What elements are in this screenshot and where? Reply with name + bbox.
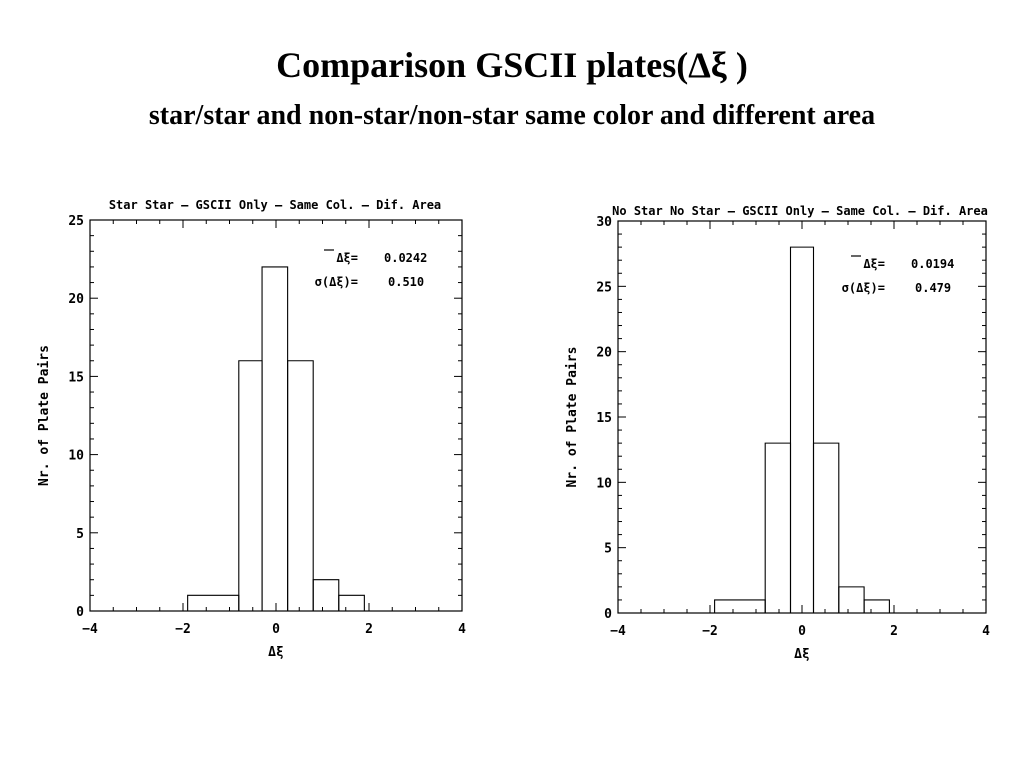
slide-subtitle: star/star and non-star/non-star same col…	[148, 100, 876, 131]
y-tick-label: 25	[68, 214, 84, 229]
y-tick-label: 30	[596, 215, 612, 230]
y-tick-label: 0	[76, 605, 84, 620]
x-tick-label: 4	[458, 622, 466, 637]
y-tick-label: 15	[596, 411, 612, 426]
x-axis-label: Δξ	[268, 645, 284, 660]
plot-frame	[617, 220, 987, 614]
stat-value: 0.0242	[384, 251, 427, 265]
y-tick-label: 5	[604, 542, 612, 557]
chart-title: Star Star – GSCII Only – Same Col. – Dif…	[109, 198, 441, 212]
y-tick-label: 10	[68, 449, 84, 464]
stat-value: 0.510	[388, 275, 424, 289]
y-tick-label: 5	[76, 527, 84, 542]
x-tick-label: −4	[610, 624, 626, 639]
histogram-bar	[812, 442, 840, 613]
y-axis-label: Nr. of Plate Pairs	[565, 347, 580, 488]
histogram-bar	[863, 599, 890, 613]
y-tick-label: 15	[68, 370, 84, 385]
y-tick-label: 20	[596, 346, 612, 361]
y-axis-label: Nr. of Plate Pairs	[37, 345, 52, 486]
x-tick-label: 0	[798, 624, 806, 639]
stat-label: σ(Δξ)=	[315, 275, 358, 289]
x-tick-label: 2	[890, 624, 898, 639]
stat-label: Δξ=	[336, 251, 358, 265]
stat-label: Δξ=	[863, 257, 885, 271]
histogram-bar	[838, 586, 865, 613]
histogram-bar	[287, 360, 314, 611]
histogram-bar	[187, 594, 240, 611]
x-tick-label: −2	[702, 624, 718, 639]
stat-label: σ(Δξ)=	[842, 281, 885, 295]
histogram-bar	[338, 594, 365, 611]
histogram-bar	[764, 442, 792, 613]
histogram-bar	[261, 266, 289, 611]
chart-title: No Star No Star – GSCII Only – Same Col.…	[612, 204, 988, 218]
y-tick-label: 0	[604, 607, 612, 622]
y-tick-label: 20	[68, 292, 84, 307]
slide-title: Comparison GSCII plates(Δξ )	[276, 45, 748, 85]
stat-value: 0.0194	[911, 257, 954, 271]
x-tick-label: −2	[175, 622, 191, 637]
histogram-bar	[312, 579, 340, 611]
histogram-bar	[714, 599, 766, 613]
chart-left: 0 5 10 15 20 25 −4 −2 0 2 4 Star Star – GSCII Only …	[37, 198, 466, 660]
x-tick-label: 0	[272, 622, 280, 637]
chart-right: 0 5 10 15 20 25 30 −4 −2 0 2 4 No Star No Star – GSC…	[565, 204, 990, 662]
x-tick-label: 2	[365, 622, 373, 637]
histogram-bar	[238, 360, 263, 611]
histogram-bar	[789, 246, 815, 613]
x-axis-label: Δξ	[794, 647, 810, 662]
stat-value: 0.479	[915, 281, 951, 295]
y-tick-label: 10	[596, 476, 612, 491]
x-tick-label: 4	[982, 624, 990, 639]
y-tick-label: 25	[596, 280, 612, 295]
x-tick-label: −4	[82, 622, 98, 637]
